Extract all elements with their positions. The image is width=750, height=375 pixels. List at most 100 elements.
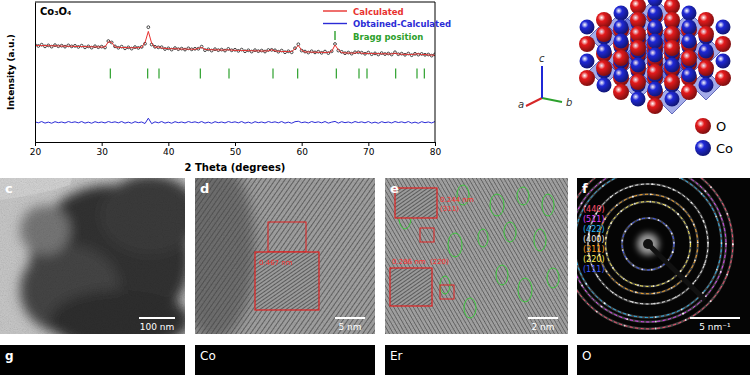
element-label: O [582,349,591,363]
saed-image [577,178,750,334]
bragg-tick [228,68,229,78]
defect-outline [448,233,462,257]
atom [580,20,595,35]
ring-label: (511) [583,215,605,224]
atom [613,84,629,100]
bragg-tick [297,68,298,78]
x-tick: 70 [363,142,375,157]
diffraction-spot [704,263,706,265]
diffraction-spot [623,278,625,280]
diffraction-spot [689,241,691,243]
diffraction-spot [703,220,705,222]
atom [597,44,612,59]
y-axis [35,3,36,143]
tem-panel: c100 nm [0,175,200,350]
eds-map: Er [385,345,568,375]
x-axis: 20304050607080 [30,142,442,157]
atom [681,50,697,66]
atom [614,20,629,35]
defect-outline [542,194,554,216]
atom [715,36,731,52]
atom [596,12,612,28]
roi-box [440,285,454,299]
defect-outline [547,268,559,288]
x-tick-mark [302,142,303,146]
atom [580,54,595,69]
x-tick-mark [435,142,436,146]
diffraction-spot [732,244,734,246]
diffraction-spot [604,303,606,305]
bragg-tick [200,68,201,78]
diffraction-spot [648,217,650,219]
diffraction-spot [585,283,587,285]
diffraction-spot [649,201,651,203]
grain [385,178,568,334]
legend-label: Bragg position [353,32,423,42]
atom [613,50,629,66]
diffraction-spot [605,237,607,239]
diffraction-spot [632,196,634,198]
diffraction-spot [650,193,652,195]
bragg-tick [110,68,111,78]
diffraction-spot [690,202,692,204]
diffraction-spot [616,204,618,206]
atom [715,70,731,86]
diffraction-spot [633,265,635,267]
map-background [577,345,750,375]
diffraction-spot [655,328,657,330]
atom [614,6,629,21]
diffraction-spot [655,321,657,323]
diffraction-spot [668,198,670,200]
bragg-tick [336,68,337,78]
diffraction-spot [726,274,728,276]
scale-bar-label: 100 nm [140,322,175,332]
diffraction-spot [624,231,626,233]
diffraction-ring [577,178,733,329]
atom [698,12,714,28]
diffraction-spot [601,306,603,308]
atom [648,20,663,35]
d-spacing-label: 0.244 nm [440,196,474,204]
diffraction-spot [622,249,624,251]
atom [648,6,663,21]
atom [647,64,663,80]
diffraction-spot [655,316,657,318]
diffraction-spot [610,196,612,198]
panel-label: e [390,181,399,196]
roi-box [420,228,434,242]
axis-triad: abc [518,53,572,110]
series-line [35,118,435,123]
diffraction-spot [626,318,628,320]
diffraction-spot [641,268,643,270]
legend-key [334,31,335,40]
diffraction-spot [715,216,717,218]
diffraction-spot [687,257,689,259]
bragg-tick [147,68,148,78]
atom [596,60,612,76]
diffraction-spot [635,291,637,293]
x-tick-label: 40 [163,147,175,157]
diffraction-spot [637,284,639,286]
eds-map: O [577,345,750,375]
diffraction-spot [597,276,599,278]
bragg-tick [158,68,159,78]
diffraction-spot [581,285,583,287]
atom [664,26,680,42]
x-tick-label: 70 [363,147,375,157]
tem-image: 0.467 nm [195,178,375,334]
diffraction-spot [701,193,703,195]
diffraction-spot [707,242,709,244]
diffraction-spot [675,296,677,298]
diffraction-spot [677,213,679,215]
diffraction-spot [710,186,712,188]
inset [395,188,437,218]
x-tick: 40 [163,142,175,157]
diffraction-spot [581,202,583,204]
atom [664,12,680,28]
diffraction-spot [692,283,694,285]
diffraction-spot [651,183,653,185]
eds-map: Co [195,345,375,375]
atom [664,0,680,14]
chart-title: Co₃O₄ [40,6,71,17]
diffraction-spot [725,243,727,245]
